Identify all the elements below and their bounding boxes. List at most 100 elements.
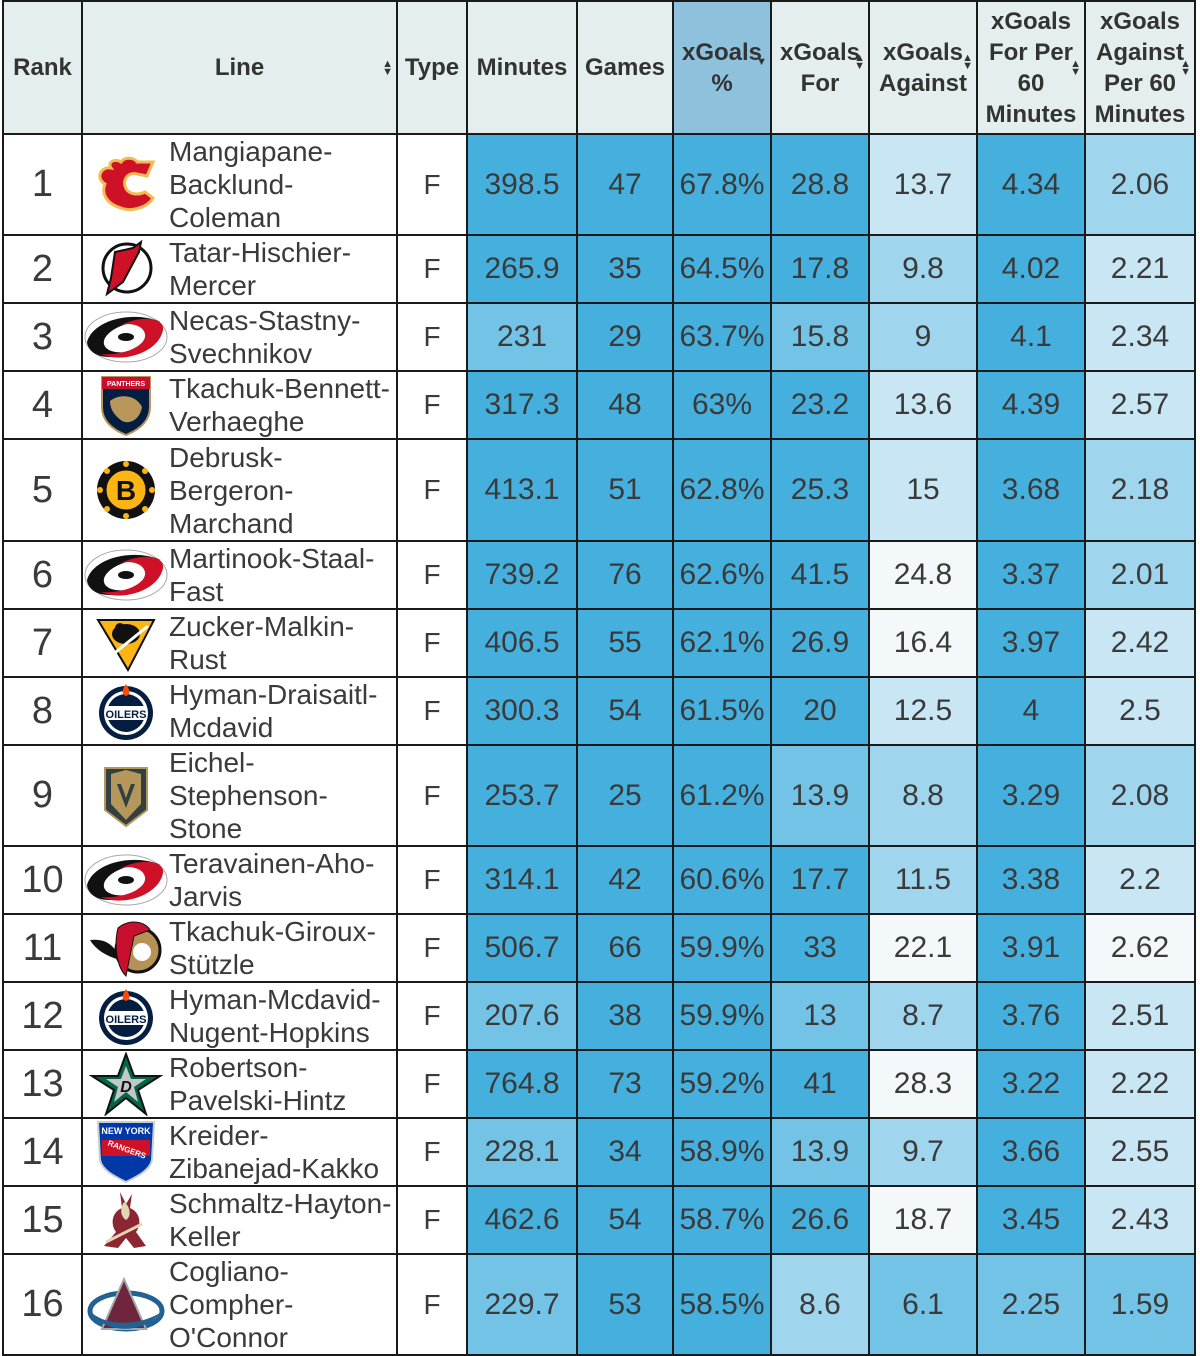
line-cell: Eichel-Stephenson-Stone (81, 744, 398, 847)
table-row: 3 Necas-Stastny-Svechnikov F 231 29 63.7% 15.8… (2, 302, 1196, 372)
header-xgoals-for[interactable]: xGoals For ▲ ▼ (770, 0, 870, 135)
type-cell: F (396, 1117, 468, 1187)
new-jersey-devils-logo-icon (83, 239, 169, 299)
games-cell: 29 (576, 302, 674, 372)
line-name: Schmaltz-Hayton-Keller (169, 1188, 392, 1252)
rank-cell: 8 (2, 676, 83, 746)
xgoals-against-cell: 13.6 (868, 370, 978, 440)
minutes-cell: 739.2 (466, 540, 578, 610)
xgoals-pct-cell: 64.5% (672, 234, 772, 304)
xgoals-against-per-60-cell: 2.42 (1084, 608, 1196, 678)
minutes-cell: 207.6 (466, 981, 578, 1051)
line-cell: D Robertson-Pavelski-Hintz (81, 1049, 398, 1119)
line-cell: Cogliano-Compher-O'Connor (81, 1253, 398, 1356)
xgoals-against-cell: 11.5 (868, 845, 978, 915)
rank-cell: 3 (2, 302, 83, 372)
line-name: Debrusk-Bergeron-Marchand (169, 441, 294, 539)
xgoals-against-per-60-cell: 2.08 (1084, 744, 1196, 847)
type-cell: F (396, 744, 468, 847)
xgoals-against-cell: 16.4 (868, 608, 978, 678)
games-cell: 25 (576, 744, 674, 847)
header-line[interactable]: Line ▲ ▼ (81, 0, 398, 135)
svg-text:B: B (116, 475, 136, 506)
table-row: 13 D Robertson-Pavelski-Hintz F 764.8 73 59.2%… (2, 1049, 1196, 1119)
xgoals-for-cell: 41.5 (770, 540, 870, 610)
xgoals-for-cell: 25.3 (770, 438, 870, 542)
xgoals-pct-cell: 61.2% (672, 744, 772, 847)
type-cell: F (396, 234, 468, 304)
rank-cell: 12 (2, 981, 83, 1051)
games-cell: 66 (576, 913, 674, 983)
sort-icon[interactable]: ▲ ▼ (854, 52, 865, 72)
edmonton-oilers-logo-icon: OILERS (83, 986, 169, 1046)
games-cell: 55 (576, 608, 674, 678)
type-cell: F (396, 913, 468, 983)
xgoals-pct-cell: 62.8% (672, 438, 772, 542)
edmonton-oilers-logo-icon: OILERS (83, 681, 169, 741)
sort-icon[interactable]: ▲ ▼ (382, 57, 393, 78)
line-cell: Zucker-Malkin-Rust (81, 608, 398, 678)
xgoals-for-cell: 8.6 (770, 1253, 870, 1356)
line-cell: OILERS Hyman-Draisaitl-Mcdavid (81, 676, 398, 746)
xgoals-for-cell: 13 (770, 981, 870, 1051)
games-cell: 76 (576, 540, 674, 610)
type-cell: F (396, 370, 468, 440)
xgoals-for-per-60-cell: 3.97 (976, 608, 1086, 678)
line-cell: Tkachuk-Giroux-Stützle (81, 913, 398, 983)
line-cell: Teravainen-Aho-Jarvis (81, 845, 398, 915)
xgoals-pct-cell: 59.9% (672, 913, 772, 983)
minutes-cell: 314.1 (466, 845, 578, 915)
line-cell: Martinook-Staal-Fast (81, 540, 398, 610)
minutes-cell: 462.6 (466, 1185, 578, 1255)
sort-icon[interactable]: ▲ ▼ (1180, 57, 1191, 78)
xgoals-against-per-60-cell: 2.2 (1084, 845, 1196, 915)
header-minutes[interactable]: Minutes (466, 0, 578, 135)
line-name: Tkachuk-Bennett-Verhaeghe (169, 373, 390, 437)
table-row: 2 Tatar-Hischier-Mercer F 265.9 35 64.5% 17.8 9… (2, 234, 1196, 304)
header-xgoals-for-per-60[interactable]: xGoals For Per 60 Minutes ▲ ▼ (976, 0, 1086, 135)
rank-cell: 7 (2, 608, 83, 678)
svg-text:D: D (120, 1079, 132, 1096)
minutes-cell: 300.3 (466, 676, 578, 746)
xgoals-against-per-60-cell: 1.59 (1084, 1253, 1196, 1356)
line-name: Cogliano-Compher-O'Connor (169, 1256, 294, 1353)
table-row: 4 PANTHERS Tkachuk-Bennett-Verhaeghe F 317.3… (2, 370, 1196, 440)
type-cell: F (396, 1185, 468, 1255)
line-name: Kreider-Zibanejad-Kakko (169, 1120, 380, 1184)
games-cell: 47 (576, 133, 674, 236)
minutes-cell: 253.7 (466, 744, 578, 847)
xgoals-against-cell: 9 (868, 302, 978, 372)
type-cell: F (396, 302, 468, 372)
games-cell: 54 (576, 1185, 674, 1255)
sort-icon[interactable]: ▲ ▼ (1070, 57, 1081, 78)
line-cell: PANTHERS Tkachuk-Bennett-Verhaeghe (81, 370, 398, 440)
header-xgoals-against-per-60[interactable]: xGoals Against Per 60 Minutes ▲ ▼ (1084, 0, 1196, 135)
minutes-cell: 229.7 (466, 1253, 578, 1356)
table-row: 5 B Debrusk-Bergeron-Marchand F 413.1 51 62.8%… (2, 438, 1196, 542)
header-xgoals-against[interactable]: xGoals Against ▲ ▼ (868, 0, 978, 135)
xgoals-against-per-60-cell: 2.06 (1084, 133, 1196, 236)
xgoals-against-per-60-cell: 2.01 (1084, 540, 1196, 610)
header-rank[interactable]: Rank (2, 0, 83, 135)
xgoals-against-cell: 13.7 (868, 133, 978, 236)
games-cell: 53 (576, 1253, 674, 1356)
header-row: Rank Line ▲ ▼ Type Minutes Games xGoals % ▼… (2, 0, 1196, 135)
sort-descending-icon[interactable]: ▼ (756, 56, 767, 68)
xgoals-for-per-60-cell: 3.76 (976, 981, 1086, 1051)
games-cell: 54 (576, 676, 674, 746)
xgoals-for-cell: 20 (770, 676, 870, 746)
ottawa-senators-logo-icon (83, 918, 169, 978)
header-xgoals-pct[interactable]: xGoals % ▼ (672, 0, 772, 135)
carolina-hurricanes-logo-icon (83, 850, 169, 910)
xgoals-against-per-60-cell: 2.34 (1084, 302, 1196, 372)
line-cell: NEW YORK RANGERS Kreider-Zibanejad-Kakko (81, 1117, 398, 1187)
svg-text:OILERS: OILERS (106, 709, 147, 721)
type-cell: F (396, 438, 468, 542)
sort-icon[interactable]: ▲ ▼ (962, 52, 973, 72)
header-type[interactable]: Type (396, 0, 468, 135)
xgoals-for-cell: 26.9 (770, 608, 870, 678)
header-games[interactable]: Games (576, 0, 674, 135)
minutes-cell: 398.5 (466, 133, 578, 236)
xgoals-for-cell: 33 (770, 913, 870, 983)
xgoals-against-per-60-cell: 2.21 (1084, 234, 1196, 304)
